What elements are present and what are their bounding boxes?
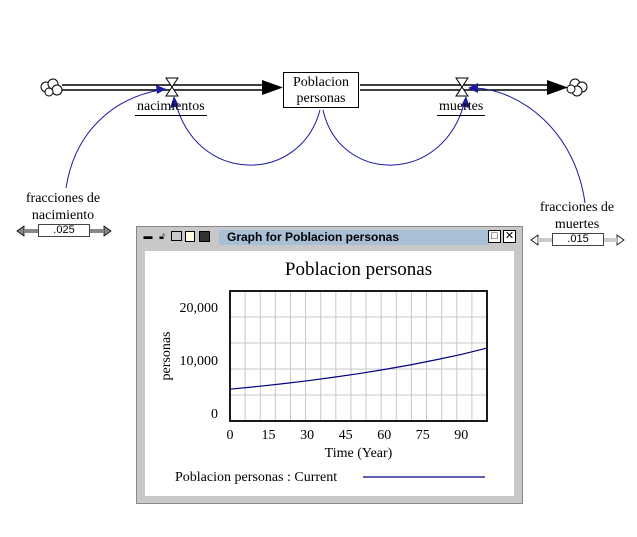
close-button[interactable]: ✕: [503, 230, 516, 243]
save-icon[interactable]: [199, 231, 210, 242]
birth-fraction-label-line1: fracciones de: [25, 191, 101, 206]
inflow-label[interactable]: nacimientos: [135, 99, 207, 116]
chart-title: Poblacion personas: [285, 259, 432, 280]
link-arrowhead: [170, 96, 179, 108]
graph-window[interactable]: ▬ 🔓︎ Graph for Poblacion personas □ ✕ Po…: [136, 226, 523, 504]
plot-frame: [229, 290, 488, 422]
graph-window-title: Graph for Poblacion personas: [227, 230, 400, 244]
inflow-valve-icon[interactable]: [165, 77, 179, 97]
death-fraction-label-line2: muertes: [554, 217, 600, 232]
y-axis-label: personas: [159, 332, 174, 381]
death-fraction-value: .015: [552, 233, 604, 246]
inflow-arrowhead: [262, 80, 283, 95]
outflow-valve-icon[interactable]: [455, 77, 469, 97]
stock-label-line2: personas: [296, 91, 346, 106]
death-fraction-label[interactable]: fracciones de muertes: [522, 199, 632, 233]
outflow-pipe: [360, 84, 550, 91]
sink-cloud-icon: [566, 78, 588, 97]
y-tick-label: 10,000: [180, 354, 219, 369]
stock-label-line1: Poblacion: [293, 75, 349, 90]
print-icon[interactable]: [171, 231, 182, 241]
birth-fraction-slider[interactable]: .025: [24, 224, 104, 237]
x-axis-label: Time (Year): [325, 446, 393, 461]
x-tick-label: 90: [454, 428, 468, 443]
death-fraction-slider[interactable]: .015: [538, 233, 618, 246]
series-line: [229, 347, 488, 390]
lock-icon[interactable]: 🔓︎: [159, 231, 165, 241]
x-tick-label: 15: [262, 428, 276, 443]
source-cloud-icon: [40, 78, 63, 97]
birth-fraction-label[interactable]: fracciones de nacimiento: [8, 190, 118, 224]
x-tick-label: 0: [227, 428, 234, 443]
graph-canvas: Poblacion personas 0 15 30 45 60 75 90 0 10,000 20…: [145, 251, 514, 496]
link-arrowhead: [461, 96, 470, 108]
link-arrowhead: [468, 83, 478, 93]
graph-titlebar[interactable]: Graph for Poblacion personas: [219, 230, 489, 245]
x-tick-label: 75: [416, 428, 430, 443]
link-stock-to-births: [174, 99, 321, 166]
birth-fraction-value: .025: [38, 224, 90, 237]
birth-fraction-label-line2: nacimiento: [31, 208, 95, 223]
x-tick-label: 45: [339, 428, 353, 443]
y-tick-label: 0: [211, 407, 218, 422]
stock-poblacion-personas[interactable]: Poblacion personas: [283, 72, 359, 108]
outflow-arrowhead: [547, 80, 568, 95]
minimize-icon[interactable]: ▬: [143, 231, 153, 241]
copy-icon[interactable]: [185, 231, 195, 242]
link-arrowhead: [156, 85, 166, 94]
x-tick-label: 60: [377, 428, 391, 443]
y-tick-label: 20,000: [180, 301, 219, 316]
link-deathfraction-to-deaths: [474, 87, 586, 204]
maximize-button[interactable]: □: [488, 230, 501, 243]
x-tick-label: 30: [300, 428, 314, 443]
link-birthfraction-to-births: [65, 89, 161, 189]
link-stock-to-deaths: [322, 99, 466, 166]
legend-label: Poblacion personas : Current: [175, 470, 337, 485]
line-chart: Poblacion personas 0 15 30 45 60 75 90 0 10,000 20…: [159, 259, 488, 485]
outflow-label[interactable]: muertes: [437, 99, 486, 116]
death-fraction-label-line1: fracciones de: [539, 200, 615, 215]
